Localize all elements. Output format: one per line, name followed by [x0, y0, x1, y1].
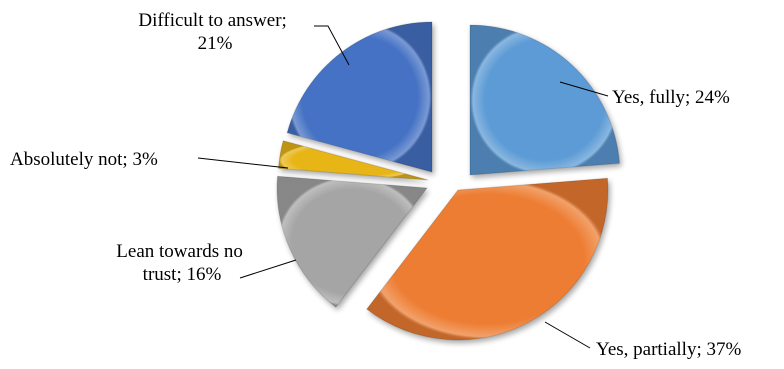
pie-slices	[276, 21, 621, 341]
slice-bevel	[470, 25, 620, 175]
slice-absolutely-not	[277, 140, 429, 181]
slice-label-text: Yes, partially; 37%	[596, 339, 741, 360]
slice-label-text: Yes, fully; 24%	[612, 87, 730, 108]
slice-label-yes-partially: Yes, partially; 37%	[544, 321, 741, 360]
leader-line-lean-towards-no-trust	[239, 259, 297, 279]
leader-line-difficult-to-answer	[314, 25, 350, 66]
leader-line-yes-partially	[544, 321, 591, 349]
slice-bevel	[366, 178, 608, 340]
leader-line-yes-fully	[559, 81, 609, 97]
slice-label-text: Absolutely not; 3%	[10, 149, 158, 170]
slice-label-text: Lean towards no trust; 16%	[116, 241, 247, 285]
slice-label-text: Difficult to answer; 21%	[138, 10, 291, 54]
slice-lean-towards-no-trust	[276, 175, 428, 308]
leader-line-absolutely-not	[197, 157, 289, 169]
slice-bevel	[277, 176, 427, 308]
pie-labels: Yes, fully; 24% Yes, partially; 37% Lean…	[10, 10, 741, 360]
slice-label-lean-towards-no-trust: Lean towards no trust; 16%	[116, 241, 297, 285]
slice-difficult-to-answer	[286, 21, 433, 173]
slice-label-yes-fully: Yes, fully; 24%	[559, 81, 730, 108]
slice-yes-fully	[469, 24, 621, 176]
slice-yes-partially	[366, 177, 609, 341]
slice-label-difficult-to-answer: Difficult to answer; 21%	[138, 10, 350, 66]
slice-bevel	[287, 21, 432, 172]
slice-bevel	[278, 140, 428, 180]
slice-label-absolutely-not: Absolutely not; 3%	[10, 149, 289, 170]
